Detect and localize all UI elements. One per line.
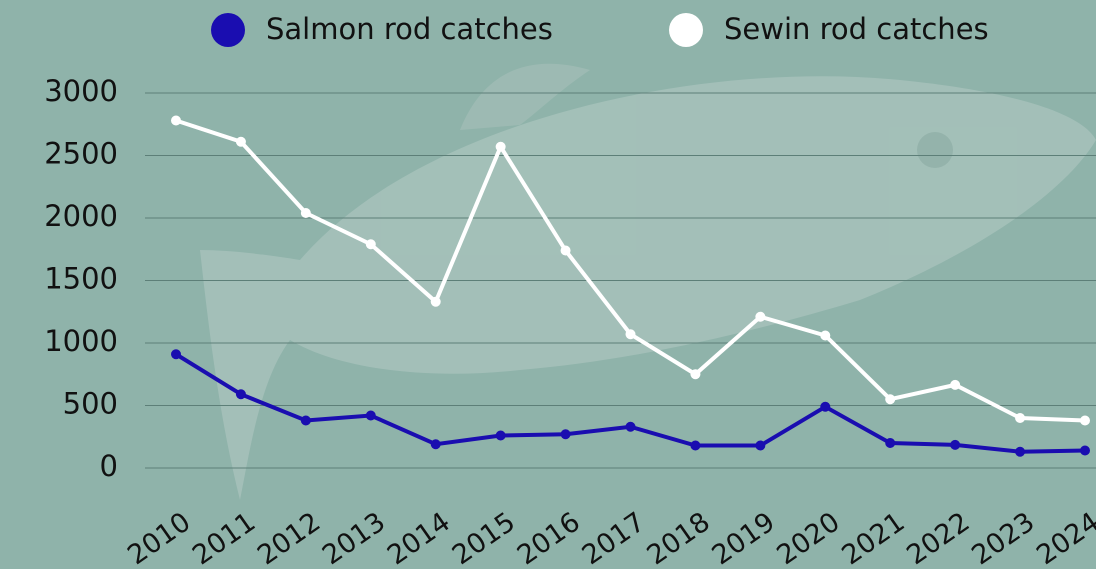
chart: 0 500 1000 1500 2000 2500 3000 2010201120122013… — [0, 0, 1096, 569]
x-tick-label: 2018 — [642, 506, 716, 569]
x-tick-label: 2016 — [512, 506, 586, 569]
data-point — [820, 331, 830, 341]
data-point — [1015, 413, 1025, 423]
x-tick-label: 2015 — [447, 506, 521, 569]
y-tick-label: 1000 — [44, 324, 118, 358]
data-point — [236, 389, 246, 399]
data-point — [561, 429, 571, 439]
data-point — [301, 208, 311, 218]
data-point — [366, 239, 376, 249]
x-tick-label: 2024 — [1031, 506, 1096, 569]
data-point — [431, 439, 441, 449]
legend-label: Sewin rod catches — [724, 12, 989, 46]
fish-illustration — [200, 64, 1096, 500]
data-point — [236, 137, 246, 147]
x-tick-label: 2014 — [382, 506, 456, 569]
y-tick-label: 2000 — [44, 199, 118, 233]
data-point — [950, 380, 960, 390]
data-point — [301, 416, 311, 426]
data-point — [561, 246, 571, 256]
series-line — [176, 354, 1085, 452]
data-point — [1015, 447, 1025, 457]
data-point — [755, 441, 765, 451]
data-point — [820, 402, 830, 412]
data-point — [171, 349, 181, 359]
data-point — [885, 394, 895, 404]
x-tick-label: 2017 — [577, 506, 651, 569]
x-tick-label: 2021 — [836, 506, 910, 569]
y-tick-label: 500 — [63, 387, 118, 421]
x-tick-label: 2011 — [187, 506, 261, 569]
data-point — [690, 369, 700, 379]
page: {"chart_data": {"type": "line", "x": ["2… — [0, 0, 1096, 569]
data-point — [496, 142, 506, 152]
legend-label: Salmon rod catches — [266, 12, 553, 46]
y-tick-label: 3000 — [44, 74, 118, 108]
legend-marker — [211, 13, 245, 47]
data-point — [626, 329, 636, 339]
data-point — [626, 422, 636, 432]
data-point — [690, 441, 700, 451]
data-point — [366, 411, 376, 421]
x-tick-label: 2013 — [317, 506, 391, 569]
x-tick-label: 2010 — [122, 506, 196, 569]
x-tick-label: 2012 — [252, 506, 326, 569]
legend-marker — [669, 13, 703, 47]
data-point — [1080, 446, 1090, 456]
data-point — [431, 297, 441, 307]
data-point — [171, 116, 181, 126]
y-tick-label: 2500 — [44, 137, 118, 171]
x-tick-label: 2020 — [772, 506, 846, 569]
y-tick-label: 1500 — [44, 262, 118, 296]
x-tick-label: 2023 — [966, 506, 1040, 569]
fish-eye — [917, 132, 953, 168]
data-point — [496, 431, 506, 441]
fish-body — [200, 76, 1096, 500]
y-tick-label: 0 — [100, 449, 118, 483]
data-point — [755, 312, 765, 322]
data-point — [950, 440, 960, 450]
data-point — [1080, 416, 1090, 426]
x-tick-label: 2019 — [707, 506, 781, 569]
data-point — [885, 438, 895, 448]
x-tick-label: 2022 — [901, 506, 975, 569]
